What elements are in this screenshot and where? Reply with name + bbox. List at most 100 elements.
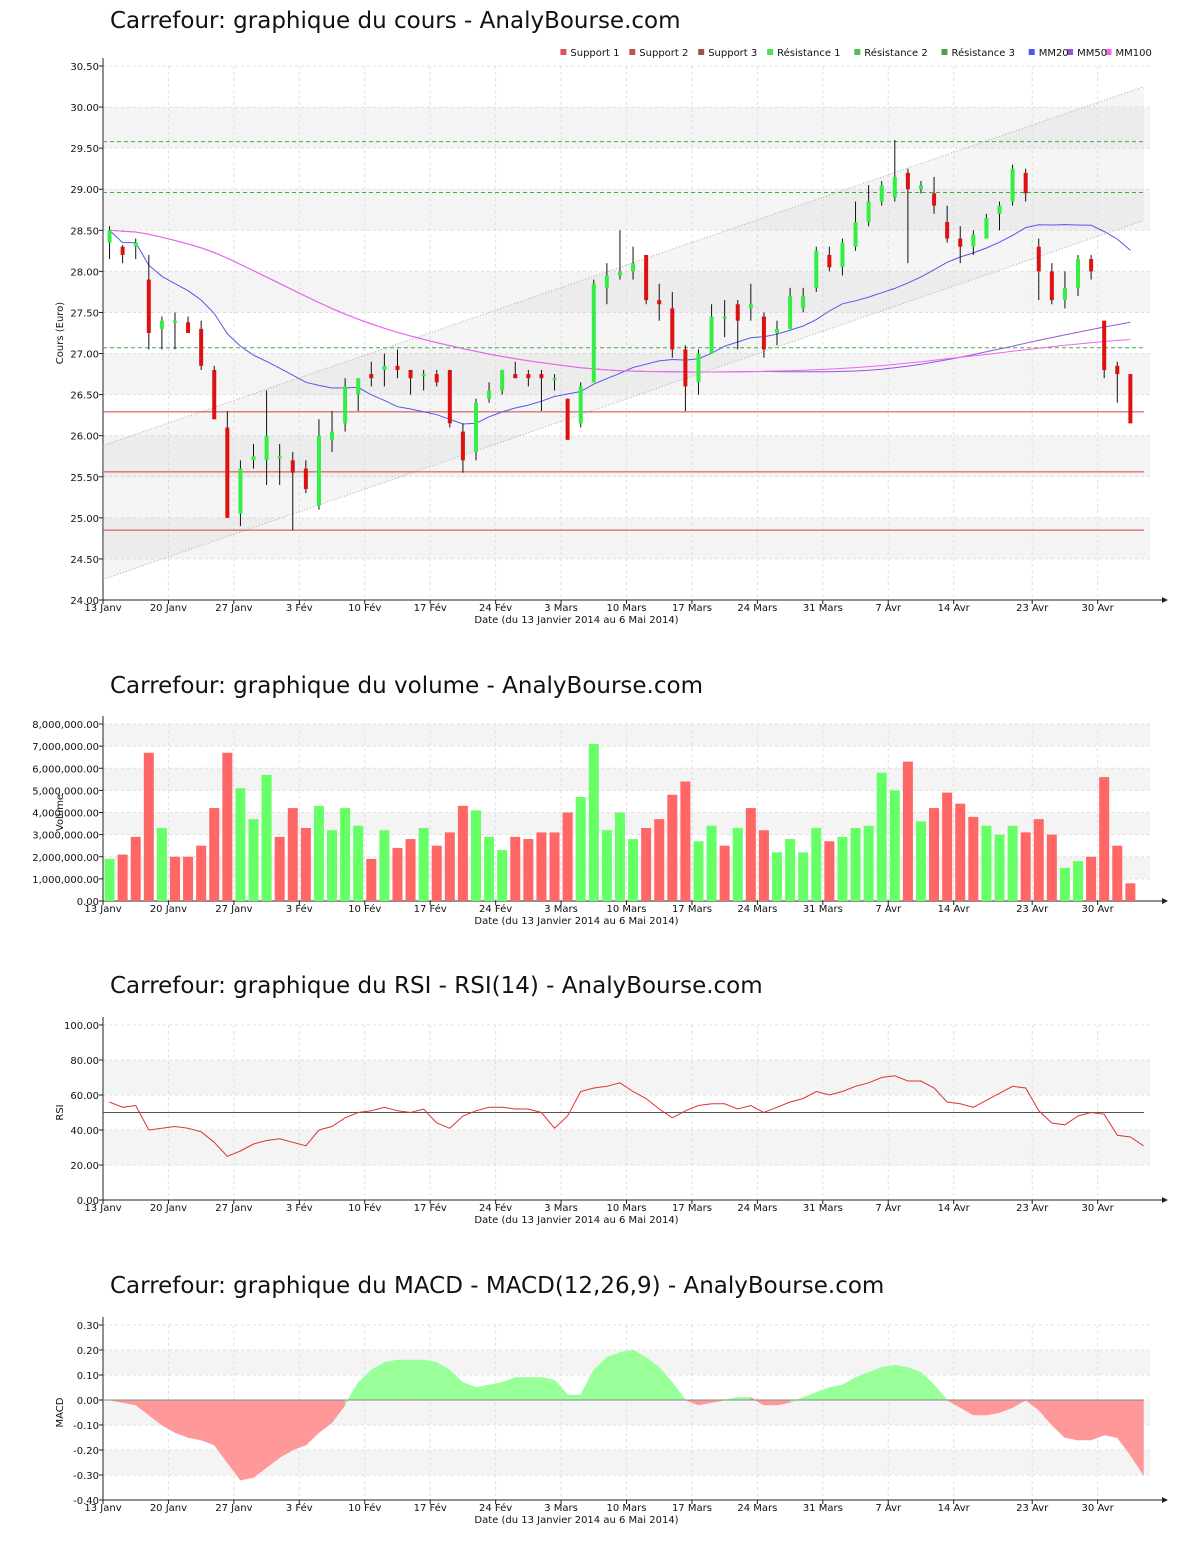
candle-body-down bbox=[460, 431, 465, 461]
volume-bar bbox=[536, 832, 547, 901]
candle bbox=[840, 238, 845, 276]
macd-area-positive bbox=[528, 1377, 542, 1401]
candle-body-up bbox=[500, 369, 505, 391]
macd-area-positive bbox=[462, 1382, 477, 1401]
candle-body-up bbox=[788, 296, 793, 329]
x-tick-label: 3 Mars bbox=[544, 1203, 578, 1214]
candle bbox=[460, 423, 465, 473]
macd-area-positive bbox=[829, 1384, 843, 1401]
candle-body-down bbox=[932, 193, 937, 206]
volume-bar bbox=[143, 752, 154, 901]
x-tick-label: 13 Janv bbox=[84, 904, 121, 915]
legend-swatch bbox=[1028, 49, 1035, 55]
macd-area-positive bbox=[632, 1349, 647, 1401]
candle bbox=[1076, 254, 1081, 297]
candle bbox=[395, 349, 400, 379]
volume-bar bbox=[732, 827, 743, 901]
x-tick-label: 3 Mars bbox=[544, 1503, 578, 1514]
y-tick-label: 28.00 bbox=[70, 267, 99, 278]
macd-area-negative bbox=[318, 1399, 333, 1434]
x-tick-label: 17 Fév bbox=[414, 1502, 447, 1514]
volume-bar bbox=[222, 752, 233, 901]
candle bbox=[159, 316, 164, 350]
candle bbox=[932, 176, 937, 214]
volume-bar bbox=[405, 839, 416, 901]
candle-body-down bbox=[395, 365, 400, 370]
y-tick-label: 100.00 bbox=[64, 1021, 99, 1032]
y-axis-title: MACD bbox=[55, 1397, 66, 1427]
macd-area-positive bbox=[514, 1377, 529, 1401]
y-axis-title: Cours (Euro) bbox=[55, 302, 66, 365]
price-chart-title: Carrefour: graphique du cours - AnalyBou… bbox=[110, 8, 681, 34]
macd-area-positive bbox=[475, 1384, 490, 1401]
legend-item: Support 1 bbox=[570, 48, 619, 59]
volume-bar bbox=[968, 816, 979, 901]
volume-bar bbox=[902, 761, 913, 901]
macd-chart-panel: Carrefour: graphique du MACD - MACD(12,2… bbox=[0, 1265, 1200, 1545]
candle-body-up bbox=[696, 353, 701, 383]
y-tick-label: 60.00 bbox=[70, 1091, 99, 1102]
x-tick-label: 27 Janv bbox=[215, 1503, 252, 1514]
candle-body-up bbox=[133, 242, 138, 247]
x-tick-label: 24 Fév bbox=[479, 1202, 512, 1214]
x-tick-label: 3 Fév bbox=[286, 1502, 313, 1514]
candle-body-up bbox=[277, 456, 282, 459]
candle-body-down bbox=[905, 172, 910, 190]
candle-body-up bbox=[172, 320, 177, 323]
candle-body-down bbox=[369, 374, 374, 379]
volume-bar bbox=[641, 827, 652, 901]
volume-bar bbox=[313, 805, 324, 901]
x-tick-label: 3 Fév bbox=[286, 602, 313, 614]
volume-bar bbox=[772, 852, 783, 901]
candle-body-down bbox=[513, 374, 518, 379]
candle-body-up bbox=[1062, 287, 1067, 301]
candle-body-up bbox=[748, 304, 753, 309]
candle bbox=[408, 369, 413, 395]
x-tick-label: 24 Fév bbox=[479, 602, 512, 614]
candle-body-up bbox=[709, 316, 714, 354]
volume-bar bbox=[955, 803, 966, 901]
macd-area-negative bbox=[1064, 1399, 1079, 1441]
candle bbox=[447, 369, 452, 428]
candle-body-down bbox=[526, 374, 531, 379]
candle bbox=[565, 398, 570, 440]
x-tick-label: 17 Fév bbox=[414, 903, 447, 915]
volume-bar bbox=[889, 790, 900, 901]
candle-body-down bbox=[186, 322, 191, 333]
y-tick-label: 7,000,000.00 bbox=[32, 742, 99, 753]
legend-swatch bbox=[854, 49, 861, 55]
volume-bar bbox=[169, 856, 180, 901]
candle bbox=[487, 382, 492, 403]
x-tick-label: 14 Avr bbox=[938, 904, 971, 915]
candle-body-up bbox=[421, 374, 426, 377]
candle-body-up bbox=[1010, 168, 1015, 202]
candle-body-down bbox=[434, 374, 439, 383]
x-tick-label: 17 Fév bbox=[414, 602, 447, 614]
x-tick-label: 27 Janv bbox=[215, 603, 252, 614]
volume-bar bbox=[549, 832, 560, 901]
candle-body-down bbox=[1115, 365, 1120, 375]
candle-body-up bbox=[487, 390, 492, 399]
volume-bar bbox=[614, 812, 625, 901]
volume-bar bbox=[418, 827, 429, 901]
volume-bar bbox=[1112, 845, 1123, 901]
x-tick-label: 17 Mars bbox=[672, 904, 712, 915]
volume-bar bbox=[706, 825, 717, 901]
candle bbox=[984, 213, 989, 239]
x-tick-label: 17 Fév bbox=[414, 1202, 447, 1214]
macd-area-positive bbox=[907, 1367, 922, 1401]
mm100-line bbox=[109, 229, 1131, 373]
y-tick-label: 4,000,000.00 bbox=[32, 809, 99, 820]
legend-swatch bbox=[1067, 49, 1074, 55]
volume-bar bbox=[1086, 856, 1097, 901]
candle bbox=[1062, 271, 1067, 309]
macd-area-negative bbox=[187, 1399, 202, 1441]
x-tick-label: 23 Avr bbox=[1016, 603, 1049, 614]
candle bbox=[722, 300, 727, 338]
volume-chart: 0.00 1,000,000.00 2,000,000.00 3,000,000.00… bbox=[32, 716, 1168, 927]
candle-body-down bbox=[120, 246, 125, 255]
x-tick-label: 7 Avr bbox=[875, 1503, 902, 1514]
macd-area-positive bbox=[606, 1352, 621, 1401]
y-tick-label: 0.00 bbox=[77, 1196, 99, 1207]
x-tick-label: 24 Mars bbox=[737, 603, 777, 614]
